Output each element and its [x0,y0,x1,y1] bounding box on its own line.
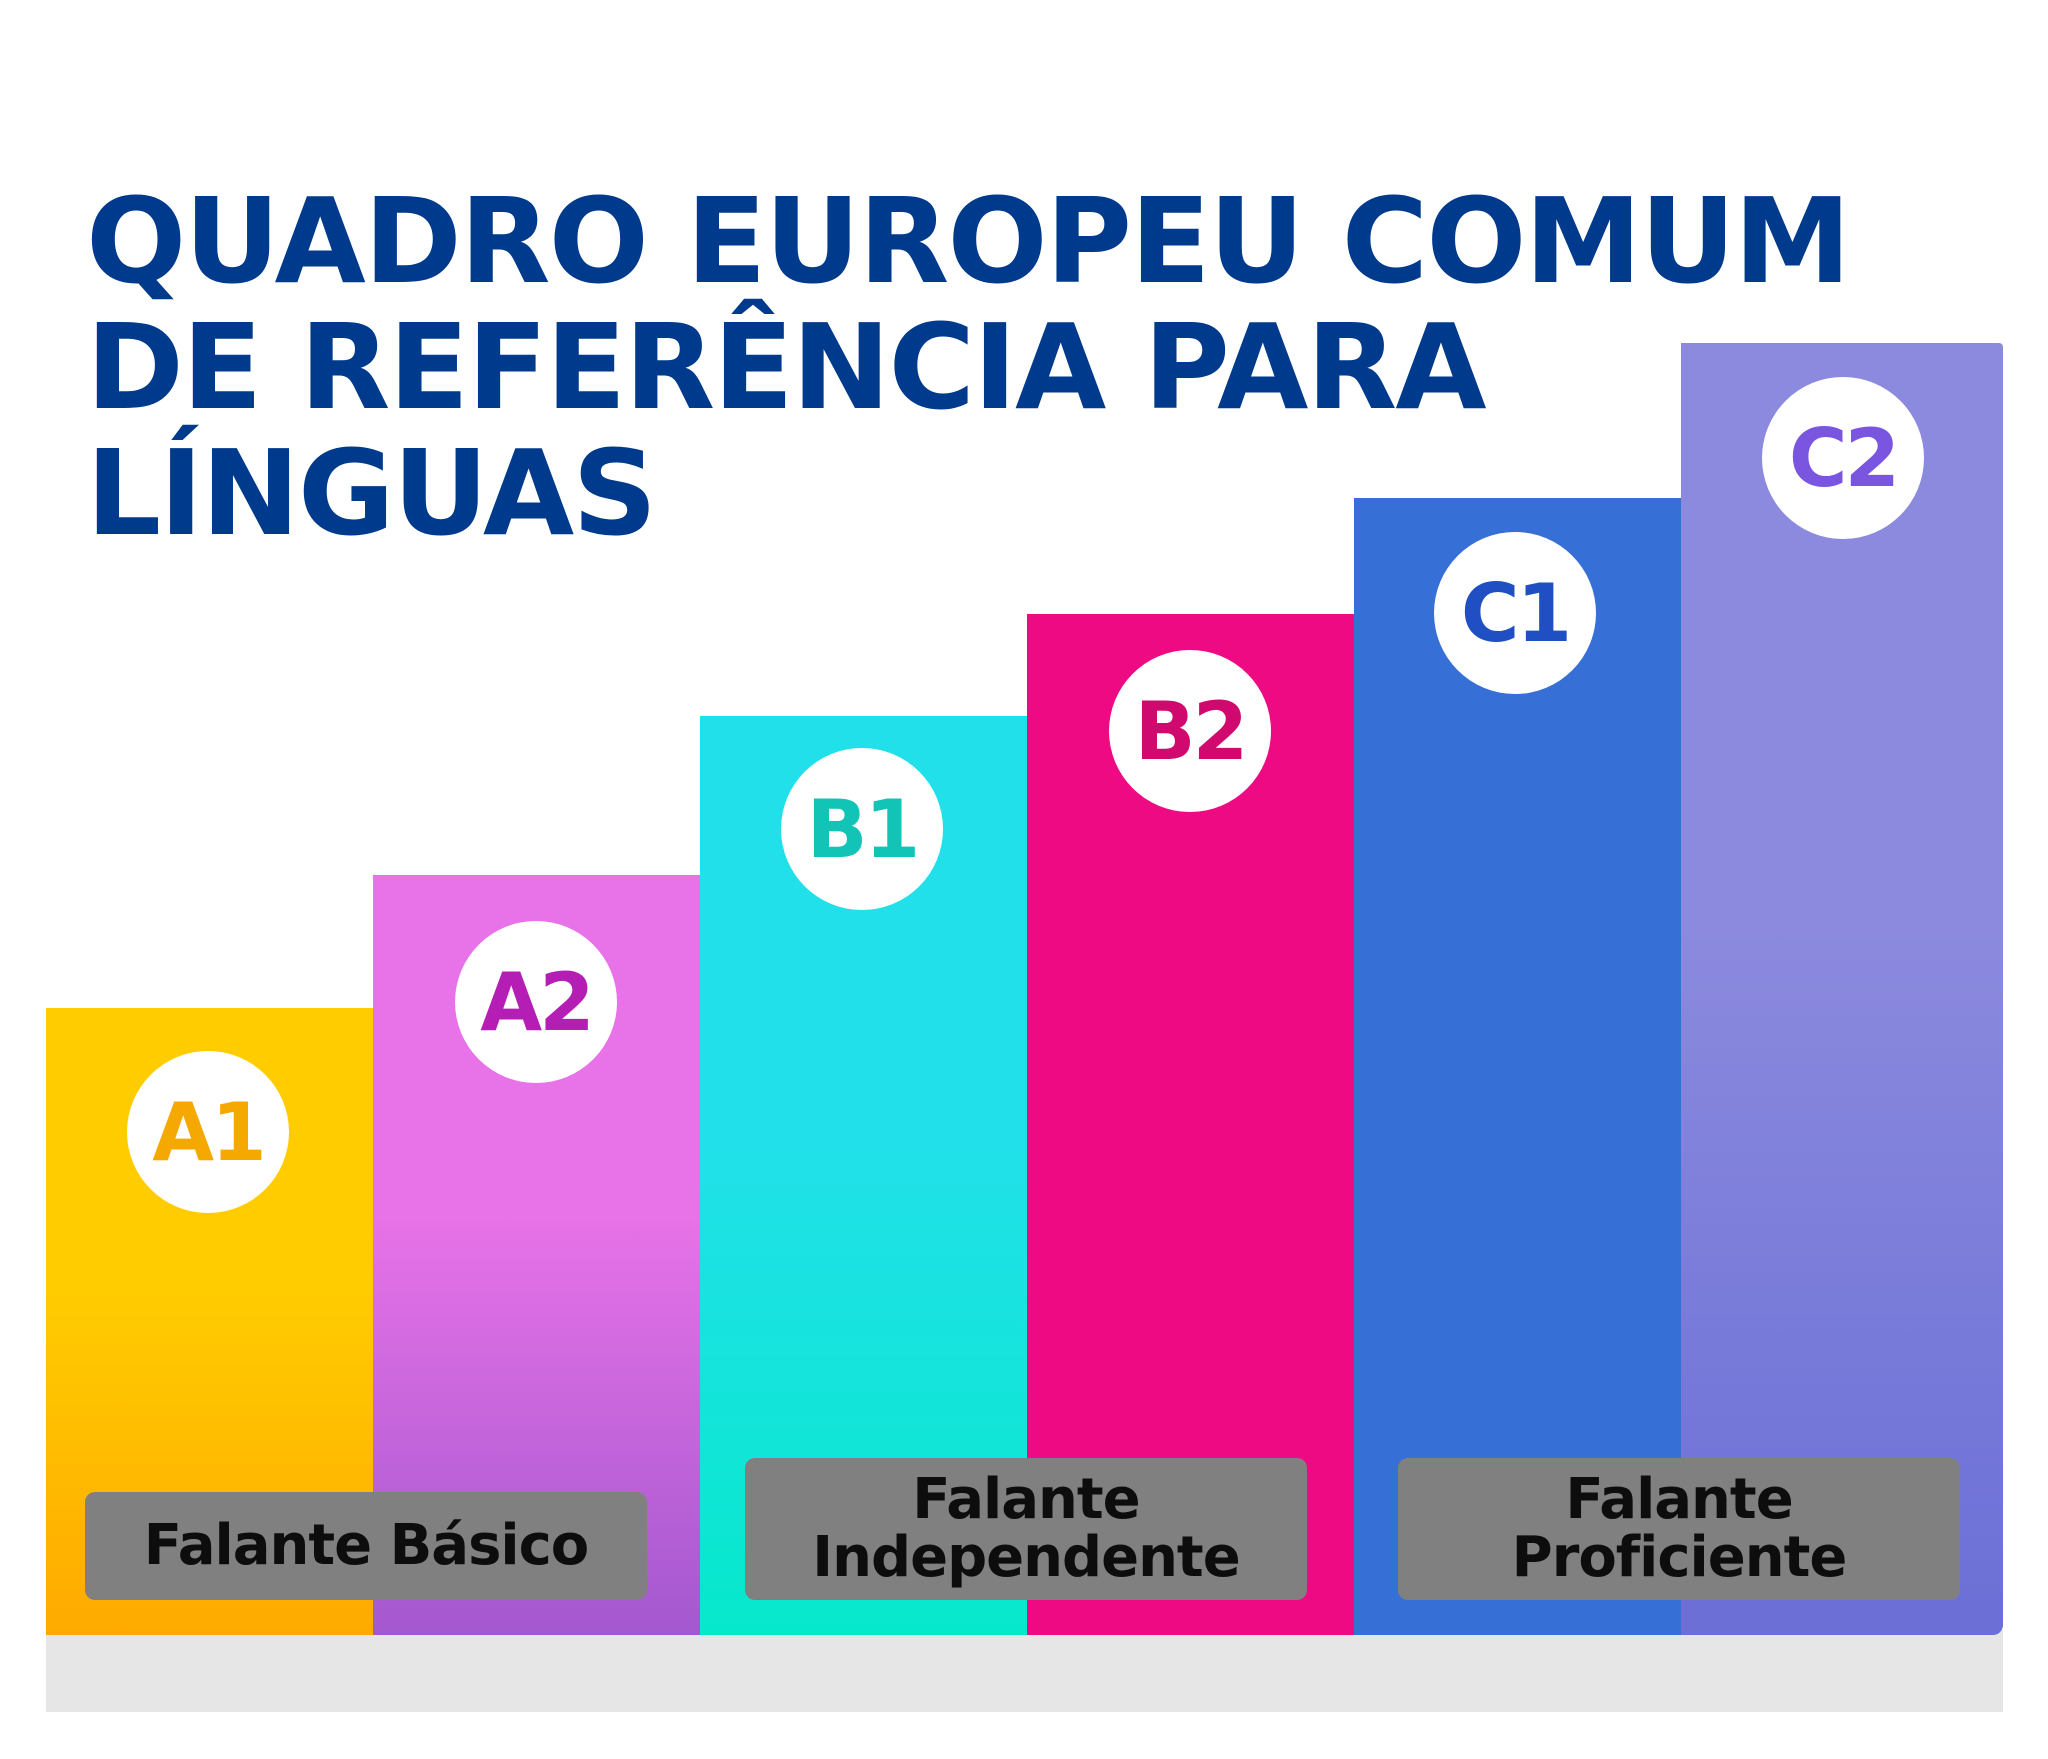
group-label-basico-line1: Falante Básico [143,1513,590,1578]
level-badge-b2: B2 [1109,650,1271,812]
group-label-proficiente-line2: Proficiente [1511,1525,1848,1590]
group-label-proficiente-line1: Falante [1565,1467,1793,1532]
group-label-independente: Falante Independente [745,1458,1307,1600]
group-label-proficiente: Falante Proficiente [1398,1458,1960,1600]
level-badge-c2: C2 [1762,377,1924,539]
group-label-independente-line1: Falante [912,1467,1140,1532]
group-label-basico: Falante Básico [85,1492,647,1600]
level-badge-a1: A1 [127,1051,289,1213]
card-shadow [46,1630,2003,1712]
title-line-2: DE REFERÊNCIA PARA [86,298,1487,436]
group-label-independente-line2: Independente [812,1525,1240,1590]
title-line-1: QUADRO EUROPEU COMUM [86,172,1851,310]
title-line-3: LÍNGUAS [86,424,657,562]
diagram-title: QUADRO EUROPEU COMUM DE REFERÊNCIA PARA … [86,172,1851,562]
level-badge-c1: C1 [1434,532,1596,694]
level-bar-c2 [1681,343,2003,1635]
level-badge-b1: B1 [781,748,943,910]
level-badge-a2: A2 [455,921,617,1083]
